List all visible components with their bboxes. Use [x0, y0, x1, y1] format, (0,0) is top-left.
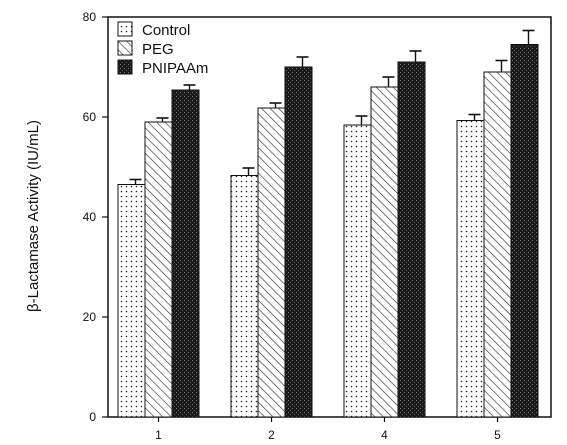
- legend-label-control: Control: [142, 22, 190, 39]
- y-tick-label: 0: [89, 410, 96, 424]
- bar-peg-1: [144, 121, 173, 418]
- x-tick-label: 1: [155, 428, 162, 442]
- bar-peg-4: [370, 86, 399, 418]
- legend-swatch-pnipaam: [117, 59, 133, 75]
- legend-swatch-control: [117, 21, 133, 37]
- y-tick-label: 40: [83, 210, 97, 224]
- x-tick-label: 2: [268, 428, 275, 442]
- bar-pnipaam-5: [510, 44, 539, 418]
- bar-control-5: [456, 120, 485, 418]
- legend-swatch-peg: [117, 40, 133, 56]
- legend: Control PEG PNIPAAm: [117, 21, 208, 77]
- bar-control-2: [230, 175, 259, 418]
- y-axis-label: β-Lactamase Activity (IU/mL): [25, 120, 42, 312]
- x-tick-label: 5: [494, 428, 501, 442]
- y-tick-label: 60: [83, 110, 97, 124]
- y-tick-label: 20: [83, 310, 97, 324]
- legend-label-peg: PEG: [142, 41, 174, 58]
- legend-label-pnipaam: PNIPAAm: [142, 60, 208, 77]
- y-tick-label: 80: [83, 10, 97, 24]
- bars-group: [117, 29, 539, 418]
- x-axis-ticks: 1 2 4 5: [155, 417, 501, 442]
- bar-pnipaam-4: [397, 61, 426, 418]
- x-tick-label: 4: [381, 428, 388, 442]
- bar-pnipaam-2: [284, 66, 313, 418]
- y-axis-ticks: 0 20 40 60 80: [83, 10, 108, 424]
- bar-control-4: [343, 124, 372, 418]
- bar-control-1: [117, 184, 146, 418]
- bar-peg-5: [483, 71, 512, 418]
- bar-pnipaam-1: [171, 89, 200, 418]
- bar-peg-2: [257, 107, 286, 418]
